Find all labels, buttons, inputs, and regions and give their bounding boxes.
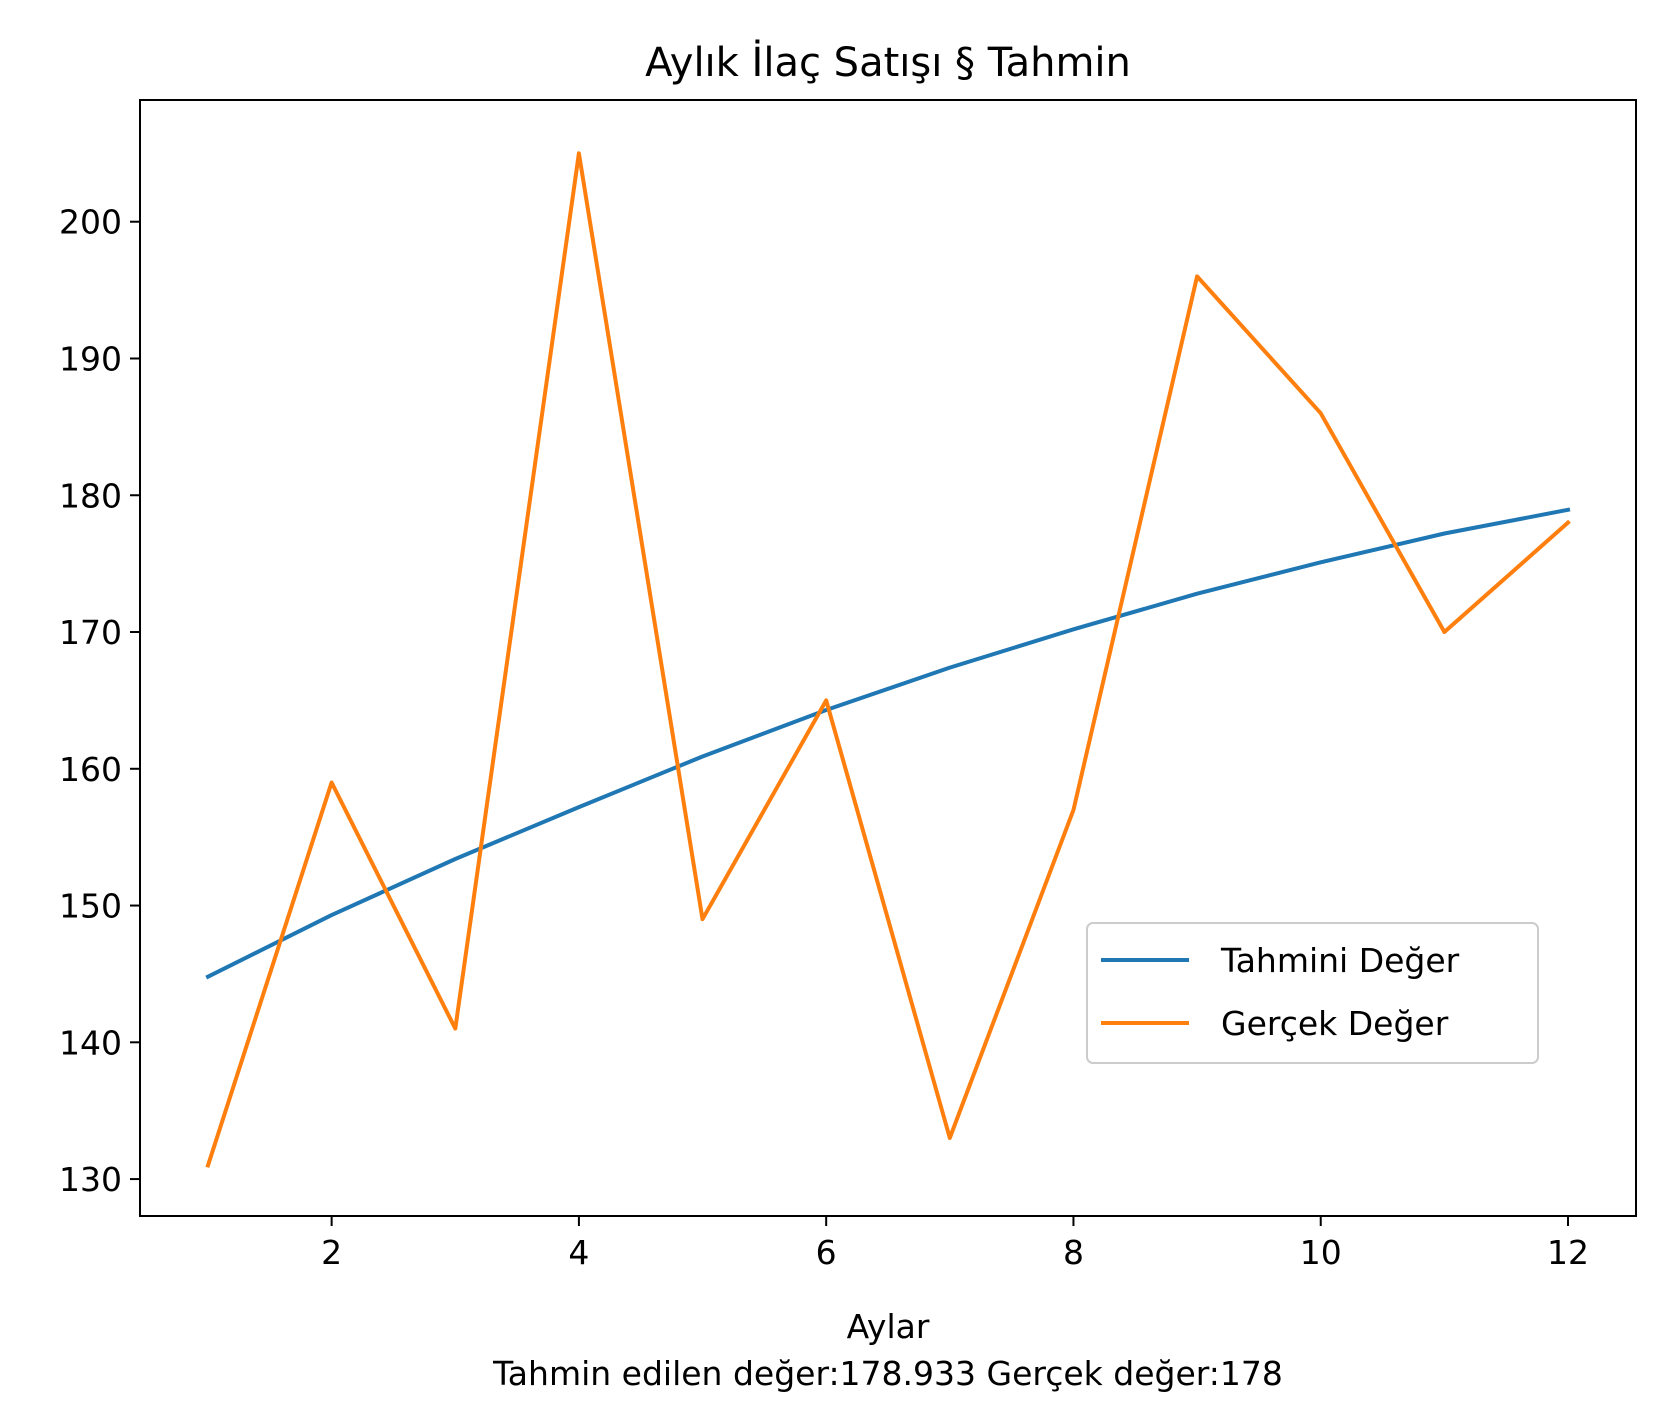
x-tick-label: 10 — [1300, 1233, 1342, 1272]
legend-label: Gerçek Değer — [1221, 1004, 1449, 1043]
y-tick-label: 170 — [59, 613, 122, 652]
plot-frame — [139, 99, 1637, 1217]
y-tick-label: 190 — [59, 339, 122, 378]
x-axis: 2 4 6 8 10 12 — [321, 1216, 1589, 1272]
series-line-1 — [205, 507, 1571, 980]
x-tick-label: 2 — [321, 1233, 342, 1272]
legend-label: Tahmini Değer — [1220, 941, 1460, 980]
series-layer — [205, 151, 1571, 1168]
x-axis-label: Aylar — [847, 1307, 930, 1346]
x-tick-label: 6 — [816, 1233, 837, 1272]
legend: Tahmini Değer Gerçek Değer — [1086, 922, 1539, 1064]
series-line-2 — [205, 151, 1571, 1168]
x-tick-label: 12 — [1547, 1233, 1589, 1272]
y-tick-label: 180 — [59, 476, 122, 515]
y-tick-label: 130 — [59, 1160, 122, 1199]
y-tick-label: 150 — [59, 887, 122, 926]
y-tick-label: 140 — [59, 1023, 122, 1062]
y-tick-label: 200 — [59, 203, 122, 242]
x-axis-note: Tahmin edilen değer:178.933 Gerçek değer… — [492, 1354, 1283, 1393]
x-tick-label: 8 — [1063, 1233, 1084, 1272]
chart-title: Aylık İlaç Satışı § Tahmin — [645, 38, 1131, 86]
y-tick-label: 160 — [59, 750, 122, 789]
y-axis: 130 140 150 160 170 180 190 200 — [59, 203, 140, 1199]
legend-box — [1086, 922, 1539, 1064]
x-tick-label: 4 — [568, 1233, 589, 1272]
